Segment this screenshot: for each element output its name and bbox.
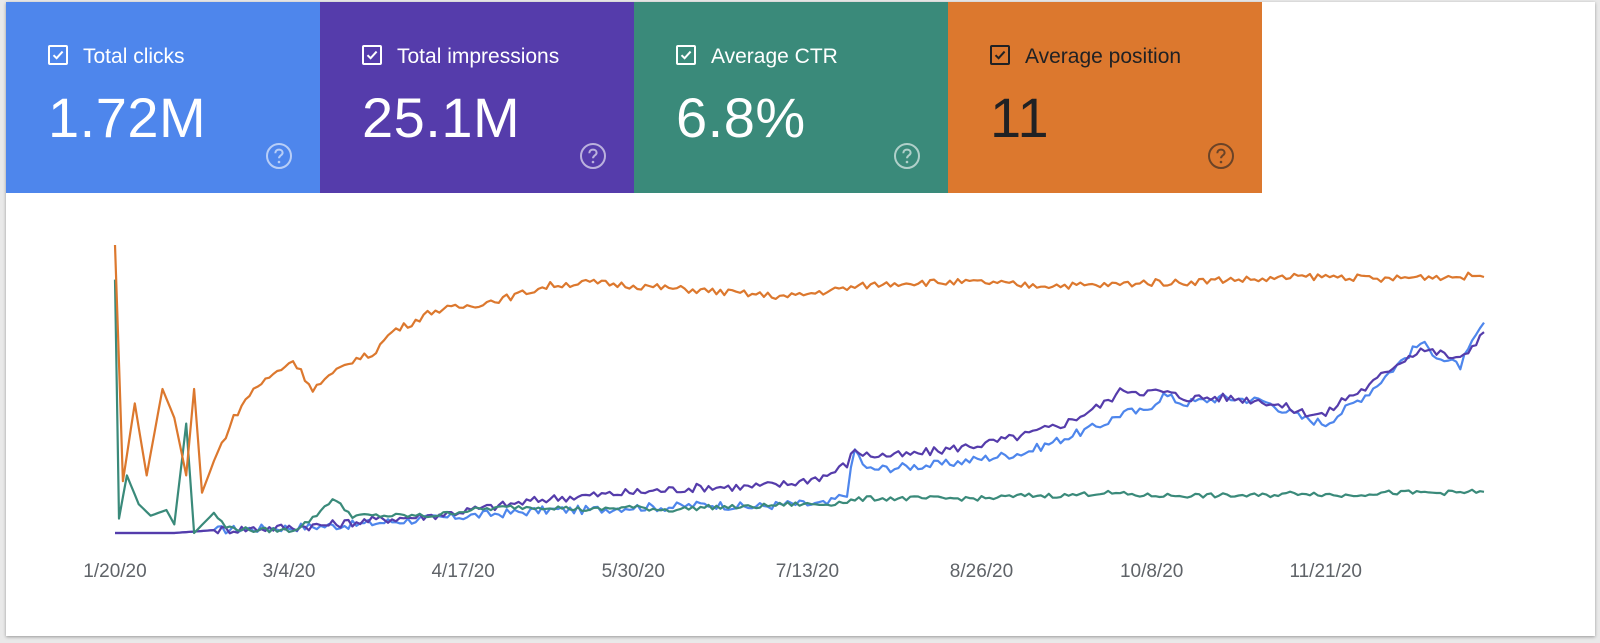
metric-label: Average position: [1025, 45, 1182, 68]
help-circle-icon[interactable]: [1207, 142, 1235, 170]
checkbox-checked-icon[interactable]: [362, 45, 382, 65]
series-line-total-impressions: [115, 331, 1485, 535]
series-line-average-position: [113, 244, 1485, 494]
x-tick-label: 5/30/20: [602, 561, 665, 582]
checkbox-checked-icon[interactable]: [48, 45, 68, 65]
metric-tile-total-clicks[interactable]: Total clicks 1.72M: [6, 2, 320, 193]
x-tick-label: 7/13/20: [776, 561, 839, 582]
checkbox-checked-icon[interactable]: [676, 45, 696, 65]
series-line-total-clicks: [115, 321, 1485, 535]
x-tick-label: 4/17/20: [431, 561, 494, 582]
x-tick-label: 11/21/20: [1289, 561, 1362, 582]
x-tick-label: 3/4/20: [263, 561, 316, 582]
series-line-average-ctr: [113, 279, 1485, 535]
metric-value: 11: [990, 86, 1050, 149]
metric-label: Total impressions: [397, 45, 560, 68]
metric-tile-total-impressions[interactable]: Total impressions 25.1M: [320, 2, 634, 193]
metric-label: Total clicks: [83, 45, 185, 68]
help-circle-icon[interactable]: [893, 142, 921, 170]
x-tick-label: 10/8/20: [1120, 561, 1183, 582]
x-tick-label: 1/20/20: [83, 561, 146, 582]
performance-card: Total clicks 1.72M Total impressions 25.…: [6, 2, 1595, 636]
metric-label: Average CTR: [711, 45, 838, 68]
x-axis-ticks: 1/20/20 3/4/20 4/17/20 5/30/20 7/13/20 8/26/2…: [83, 561, 1362, 582]
metric-tiles: Total clicks 1.72M Total impressions 25.…: [6, 2, 1262, 193]
help-circle-icon[interactable]: [579, 142, 607, 170]
metric-value: 1.72M: [48, 86, 207, 149]
metric-value: 25.1M: [362, 86, 521, 149]
help-circle-icon[interactable]: [265, 142, 293, 170]
x-tick-label: 8/26/20: [950, 561, 1013, 582]
performance-line-chart[interactable]: 1/20/20 3/4/20 4/17/20 5/30/20 7/13/20 8/26/2…: [6, 193, 1595, 636]
series-layer: [113, 244, 1485, 535]
metric-tile-average-position[interactable]: Average position 11: [948, 2, 1262, 193]
metric-value: 6.8%: [676, 86, 806, 149]
metric-tile-average-ctr[interactable]: Average CTR 6.8%: [634, 2, 948, 193]
checkbox-checked-icon[interactable]: [990, 45, 1010, 65]
